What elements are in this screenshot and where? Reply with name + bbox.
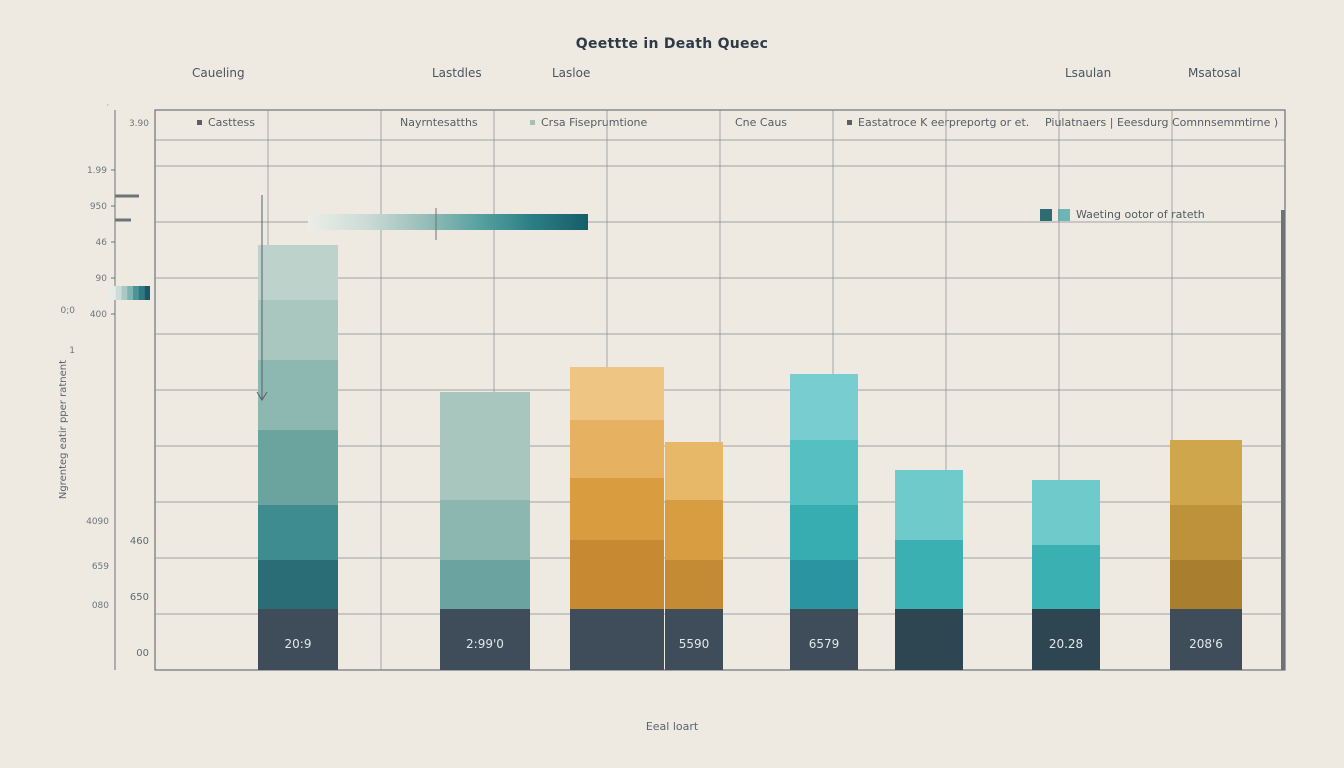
bar-segment [895,470,963,540]
svg-text:950: 950 [90,202,107,212]
bar-segment [570,609,664,670]
bar-value-label: 5590 [679,637,710,651]
bar-segment [440,500,530,560]
svg-text:4090: 4090 [86,517,109,527]
svg-text:1: 1 [69,346,75,356]
bar-segment [570,540,664,609]
bar-segment [1170,440,1242,505]
svg-text:650: 650 [130,592,149,603]
bar-segment [665,500,723,560]
bar-segment [790,560,858,609]
bar-value-label: 2:99'0 [466,637,504,651]
bar-segment [440,560,530,609]
bar-segment [258,360,338,430]
bar-segment [258,560,338,609]
bar-segment [1032,545,1100,609]
bar-segment [570,420,664,478]
bar-segment [790,440,858,505]
bar-value-label: 20:9 [285,637,312,651]
bar-segment [440,392,530,500]
bar-value-label: 6579 [809,637,840,651]
bar-segment [570,478,664,540]
bar-segment [1032,480,1100,545]
bar-segment [1170,505,1242,560]
svg-text:400: 400 [90,310,107,320]
bar-segment [665,560,723,609]
chart-canvas: · 3.90 1.99 950 46 90 400 460 650 00 4090 659 080 0;0… [0,0,1344,768]
svg-text:3.90: 3.90 [129,119,149,129]
svg-text:46: 46 [96,238,108,248]
bar-value-label: 20.28 [1049,637,1083,651]
bar-segment [895,540,963,609]
svg-text:0;0: 0;0 [61,306,76,316]
svg-text:90: 90 [96,274,108,284]
bar-segment [258,300,338,360]
bar-segment [570,367,664,420]
svg-text:00: 00 [136,648,149,659]
svg-text:·: · [106,101,109,110]
svg-text:460: 460 [130,536,149,547]
svg-text:1.99: 1.99 [87,166,107,176]
bar-segment [258,245,338,300]
bar-segment [895,609,963,670]
bar-segment [665,442,723,500]
bar-segment [258,430,338,505]
bar-segment [258,505,338,560]
bar-segment [790,505,858,560]
bar-value-label: 208'6 [1189,637,1223,651]
bar-segment [790,374,858,440]
bar-segment [1170,560,1242,609]
svg-text:080: 080 [92,601,109,611]
svg-text:659: 659 [92,562,109,572]
